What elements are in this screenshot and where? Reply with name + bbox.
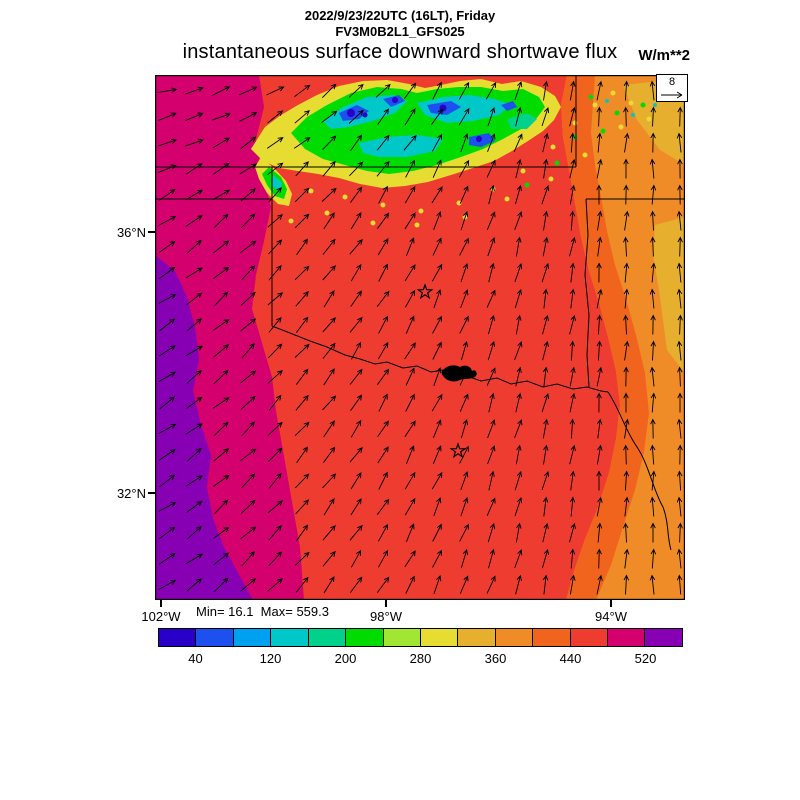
lon-tick-label-94w: 94°W	[595, 609, 627, 624]
lat-tick-label-32n: 32°N	[116, 486, 146, 501]
lon-tick-label-102w: 102°W	[141, 609, 181, 624]
colorbar-segment	[495, 629, 534, 646]
colorbar	[158, 628, 683, 647]
star-marker-dallas	[449, 442, 467, 459]
colorbar-segment	[233, 629, 272, 646]
lon-tick-mark	[160, 600, 162, 607]
reference-vector-arrow-icon	[661, 91, 683, 99]
lon-tick-mark	[385, 600, 387, 607]
map-plot	[155, 75, 685, 600]
colorbar-tick-label: 520	[634, 651, 657, 666]
star-marker-oklahoma-city	[416, 283, 434, 300]
city-star-markers	[416, 283, 467, 459]
colorbar-segment	[533, 629, 571, 646]
header-datetime: 2022/9/23/22UTC (16LT), Friday	[304, 8, 496, 23]
colorbar-tick-label: 40	[188, 651, 203, 666]
colorbar-segment	[608, 629, 646, 646]
colorbar-segment	[458, 629, 496, 646]
colorbar-segment	[271, 629, 309, 646]
colorbar-tick-label: 120	[259, 651, 282, 666]
lat-tick-label-36n: 36°N	[116, 225, 146, 240]
header-model: FV3M0B2L1_GFS025	[335, 24, 465, 39]
map-frame	[155, 75, 685, 600]
colorbar-tick-label: 200	[334, 651, 357, 666]
colorbar-labels: 40 120 200 280 360 440 520	[158, 651, 683, 667]
colorbar-segment	[196, 629, 234, 646]
colorbar-segment	[308, 629, 347, 646]
colorbar-segment	[383, 629, 421, 646]
lat-tick-mark	[148, 231, 155, 233]
lon-tick-mark	[610, 600, 612, 607]
colorbar-segment	[570, 629, 609, 646]
colorbar-segment	[420, 629, 459, 646]
field-region-dark-orange	[561, 75, 649, 600]
colorbar-tick-label: 440	[559, 651, 582, 666]
lon-tick-label-98w: 98°W	[370, 609, 402, 624]
field-region-gold	[653, 217, 685, 373]
field-region-purple	[155, 255, 253, 600]
reference-vector-box: 8	[656, 74, 688, 102]
colorbar-segment	[645, 629, 682, 646]
wind-vector-layer	[157, 80, 683, 595]
minmax-stats: Min= 16.1 Max= 559.3	[196, 604, 329, 619]
lat-tick-mark	[148, 492, 155, 494]
plot-units: W/m**2	[638, 47, 690, 64]
plot-title: instantaneous surface downward shortwave…	[182, 41, 618, 63]
colorbar-tick-label: 360	[484, 651, 507, 666]
colorbar-segment	[159, 629, 197, 646]
cloud-low-flux-field	[251, 79, 666, 228]
colorbar-tick-label: 280	[409, 651, 432, 666]
reference-vector-value: 8	[668, 76, 676, 88]
colorbar-segment	[346, 629, 384, 646]
field-region-gold	[623, 81, 685, 165]
